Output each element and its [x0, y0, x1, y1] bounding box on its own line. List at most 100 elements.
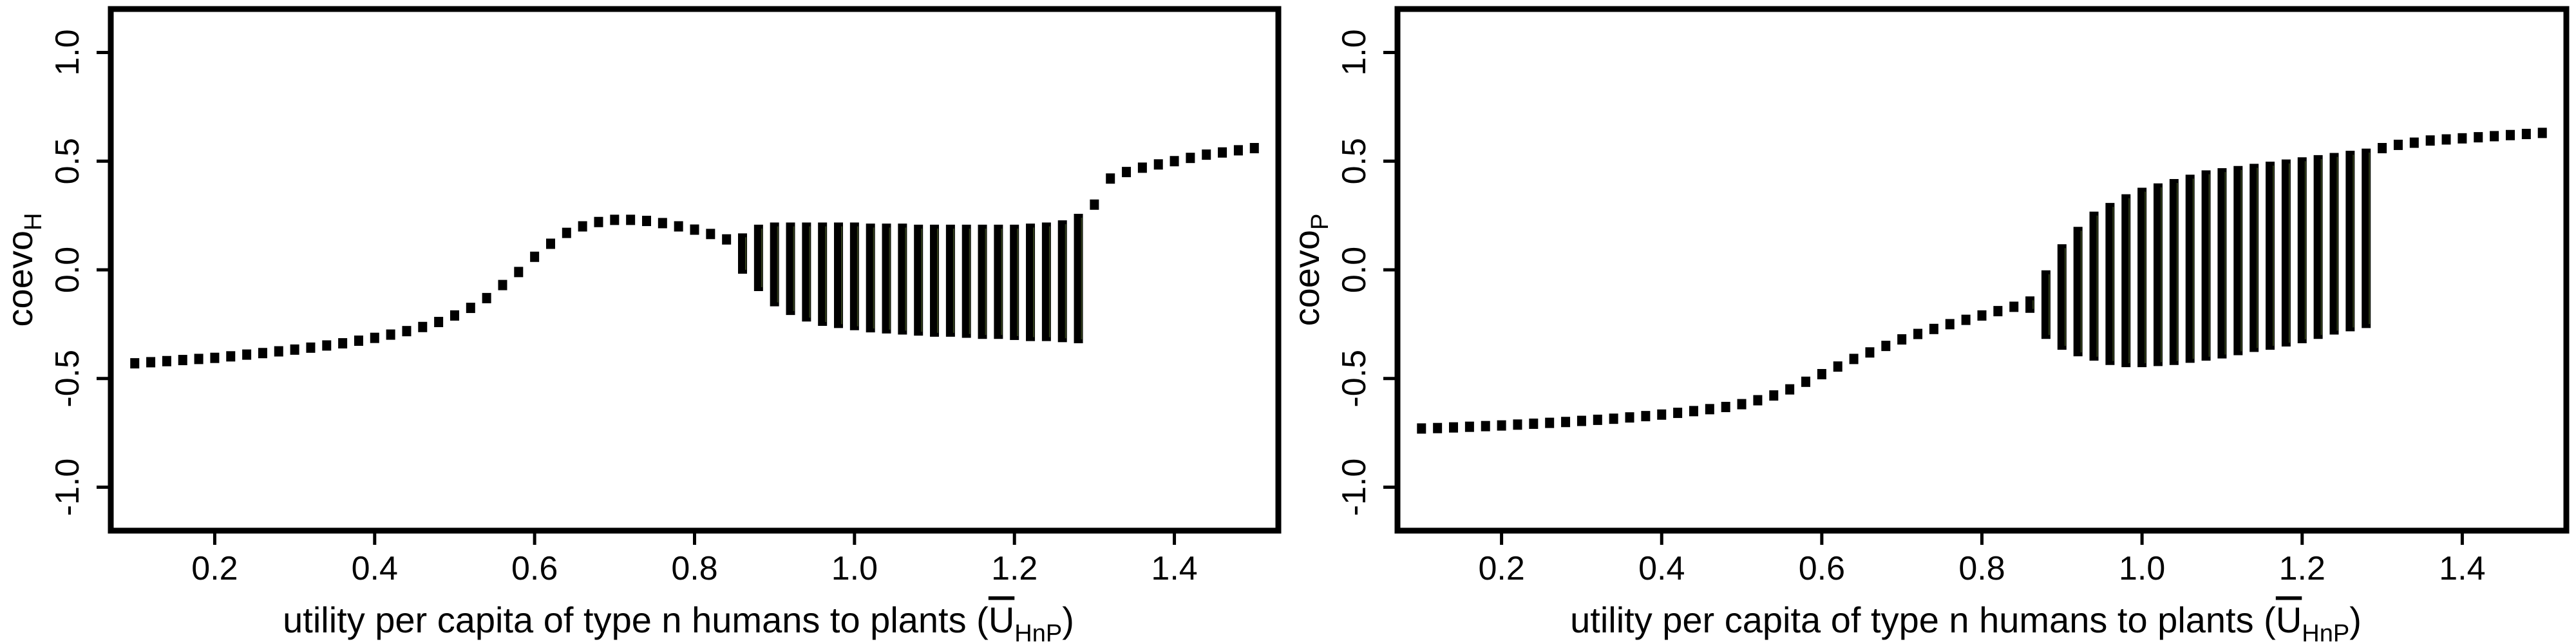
y-axis-ticks: -1.0 -0.5 0.0 0.5 1.0 [49, 29, 111, 516]
data-point [2474, 132, 2483, 143]
data-point [1153, 159, 1163, 170]
data-point [1737, 399, 1747, 410]
oscillation-point-column [2089, 211, 2099, 361]
x-tick-label: 0.2 [1478, 550, 1524, 587]
chart-panel-coevo-p: 0.2 0.4 0.6 0.8 1.0 1.2 1.4 -1.0-0.50.00.51.0 … [1286, 6, 2570, 644]
data-point [514, 267, 524, 278]
data-point [2458, 133, 2467, 144]
data-point [626, 214, 636, 225]
oscillation-point-column [834, 222, 844, 328]
y-axis-label-subscript: P [1307, 214, 1334, 230]
data-point [1090, 199, 1099, 210]
oscillation-point-column [866, 223, 875, 333]
oscillation-point-column [2362, 148, 2371, 328]
data-point [1545, 417, 1555, 428]
data-point [258, 348, 267, 359]
data-point [1433, 422, 1443, 433]
y-axis-label-subscript: H [20, 213, 47, 231]
x-axis-label-subscript: HnP [1014, 620, 1062, 644]
data-point [1945, 319, 1955, 330]
data-point [2490, 131, 2499, 142]
x-tick-label: 1.2 [2279, 550, 2325, 587]
oscillation-point-column [1041, 222, 1051, 341]
y-axis-ticks: -1.0 -0.5 0.0 0.5 1.0 [1336, 29, 1397, 516]
oscillation-point-column [945, 224, 955, 337]
oscillation-point-column [930, 224, 940, 337]
oscillation-point-column [978, 224, 987, 339]
x-tick-label: 1.0 [2119, 550, 2165, 587]
x-tick-label: 0.8 [671, 550, 717, 587]
data-point [1641, 411, 1651, 422]
data-point [1497, 420, 1506, 431]
data-point [1721, 401, 1730, 412]
chart-panel-coevo-h: 0.2 0.4 0.6 0.8 1.0 1.2 1.4 -1.0-0.50.00.51.0 … [0, 6, 1282, 644]
data-point [1753, 395, 1763, 406]
data-point [146, 357, 156, 368]
data-point [1529, 418, 1539, 429]
plot-frame [108, 6, 1282, 534]
data-point [2441, 134, 2451, 145]
data-point [2378, 143, 2387, 153]
y-tick-label: 0.5 [1336, 138, 1373, 184]
oscillation-point-column [898, 223, 907, 335]
data-point [2505, 129, 2515, 140]
data-point [1577, 415, 1586, 426]
data-point [2393, 139, 2403, 150]
oscillation-point-column [2121, 194, 2131, 368]
x-axis-label-subscript: HnP [2302, 620, 2349, 644]
data-point [1170, 156, 1179, 167]
oscillation-point-column [849, 222, 859, 330]
data-point [1137, 162, 1147, 173]
oscillation-point-column [1074, 214, 1083, 343]
x-axis-label: utility per capita of type n humans to p… [1570, 600, 2362, 644]
y-tick-label: -0.5 [1336, 350, 1373, 408]
oscillation-point-column [802, 222, 811, 322]
data-point [1913, 328, 1923, 339]
data-point [1449, 422, 1459, 433]
data-point [1961, 314, 1971, 325]
data-point [354, 336, 363, 346]
data-point [1593, 414, 1602, 425]
data-point [1464, 421, 1474, 432]
data-point [482, 292, 491, 303]
data-point [1993, 306, 2003, 317]
data-point [1689, 406, 1698, 417]
y-tick-label: -1.0 [1336, 459, 1373, 516]
data-point [290, 344, 299, 355]
oscillation-point-column [2266, 162, 2275, 350]
x-axis-label-symbol: U [2276, 600, 2302, 640]
data-point [2425, 135, 2435, 146]
oscillation-point-column [2217, 168, 2227, 359]
data-point [1817, 369, 1826, 379]
oscillation-point-column [961, 224, 971, 338]
y-axis-label: coevoH [0, 213, 47, 327]
data-point [578, 221, 587, 232]
data-point [386, 329, 395, 340]
x-tick-label: 0.6 [1799, 550, 1845, 587]
data-point [2537, 128, 2547, 138]
data-points-layer [1417, 128, 2547, 434]
data-point [545, 238, 555, 249]
x-tick-label: 1.4 [1151, 550, 1197, 587]
data-point [370, 332, 379, 343]
x-axis-label-text: utility per capita of type n humans to p… [1570, 600, 2276, 640]
data-point [306, 342, 316, 353]
data-point [1561, 417, 1571, 428]
data-point [674, 221, 683, 232]
oscillation-point-column [738, 233, 748, 274]
x-axis-label-text: utility per capita of type n humans to p… [283, 600, 989, 640]
data-point [1705, 404, 1714, 415]
data-point [562, 227, 571, 238]
data-point [690, 224, 699, 235]
x-tick-label: 0.4 [352, 550, 398, 587]
y-tick-label: 0.0 [1336, 247, 1373, 293]
data-point [1186, 153, 1195, 164]
data-point [226, 351, 236, 362]
data-point [706, 229, 715, 240]
data-point [1657, 409, 1667, 420]
oscillation-point-column [770, 222, 779, 307]
oscillation-point-column [2249, 164, 2259, 352]
oscillation-point-column [2345, 151, 2355, 332]
y-tick-label: -0.5 [49, 350, 86, 408]
data-point [274, 346, 283, 357]
